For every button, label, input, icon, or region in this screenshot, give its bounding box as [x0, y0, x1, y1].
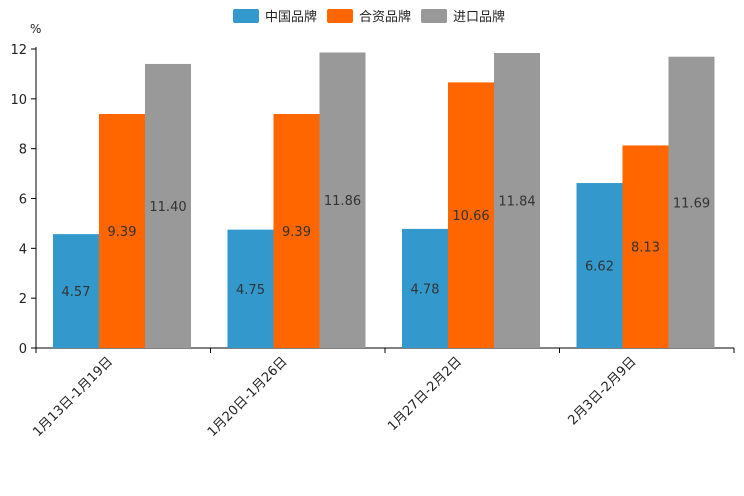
bar — [145, 63, 191, 348]
bar — [273, 114, 320, 348]
data-labels: 4.57 9.39 11.40 4.75 9.39 11.86 4.78 10.66 11.84… — [62, 194, 711, 300]
legend-label: 中国品牌 — [265, 9, 317, 25]
legend-label: 进口品牌 — [453, 9, 505, 25]
bar — [402, 228, 448, 348]
bar-value-label: 9.39 — [282, 225, 311, 240]
bar-value-label: 4.57 — [62, 285, 91, 300]
bar — [668, 56, 715, 348]
legend-label: 合资品牌 — [359, 9, 411, 25]
bar — [494, 52, 540, 349]
x-category-label: 1月27日-2月2日 — [385, 354, 465, 434]
y-tick-label: 8 — [19, 143, 27, 158]
bar-value-label: 11.84 — [498, 194, 535, 209]
legend-swatch — [327, 9, 354, 23]
x-category-label: 2月3日-2月9日 — [565, 354, 639, 428]
y-tick-label: 2 — [19, 292, 27, 307]
y-tick-label: 12 — [10, 43, 27, 58]
bar-value-label: 4.78 — [411, 282, 440, 297]
bars — [53, 52, 715, 349]
bar-value-label: 4.75 — [236, 283, 265, 298]
legend-swatch — [233, 9, 259, 23]
y-axis-unit-label: % — [30, 22, 41, 36]
y-tick-label: 10 — [10, 93, 27, 108]
bar-value-label: 9.39 — [108, 225, 137, 240]
bar-value-label: 6.62 — [585, 260, 614, 275]
bar — [448, 82, 494, 348]
bar — [319, 52, 366, 348]
x-category-label: 1月13日-1月19日 — [30, 354, 116, 440]
y-tick-label: 0 — [19, 342, 27, 357]
bar — [227, 229, 274, 348]
legend: 中国品牌 合资品牌 进口品牌 — [233, 9, 505, 25]
bar — [576, 183, 623, 348]
legend-swatch — [421, 9, 448, 23]
x-category-label: 1月20日-1月26日 — [205, 354, 291, 440]
bar-value-label: 11.69 — [673, 196, 710, 211]
bar — [99, 114, 145, 348]
y-tick-label: 6 — [19, 193, 27, 208]
bar-value-label: 11.86 — [324, 194, 361, 209]
bar-value-label: 8.13 — [631, 241, 660, 256]
bar-value-label: 10.66 — [452, 209, 489, 224]
bar — [622, 145, 669, 348]
bar-value-label: 11.40 — [149, 200, 186, 215]
y-tick-label: 4 — [19, 242, 27, 257]
bar — [53, 234, 99, 348]
